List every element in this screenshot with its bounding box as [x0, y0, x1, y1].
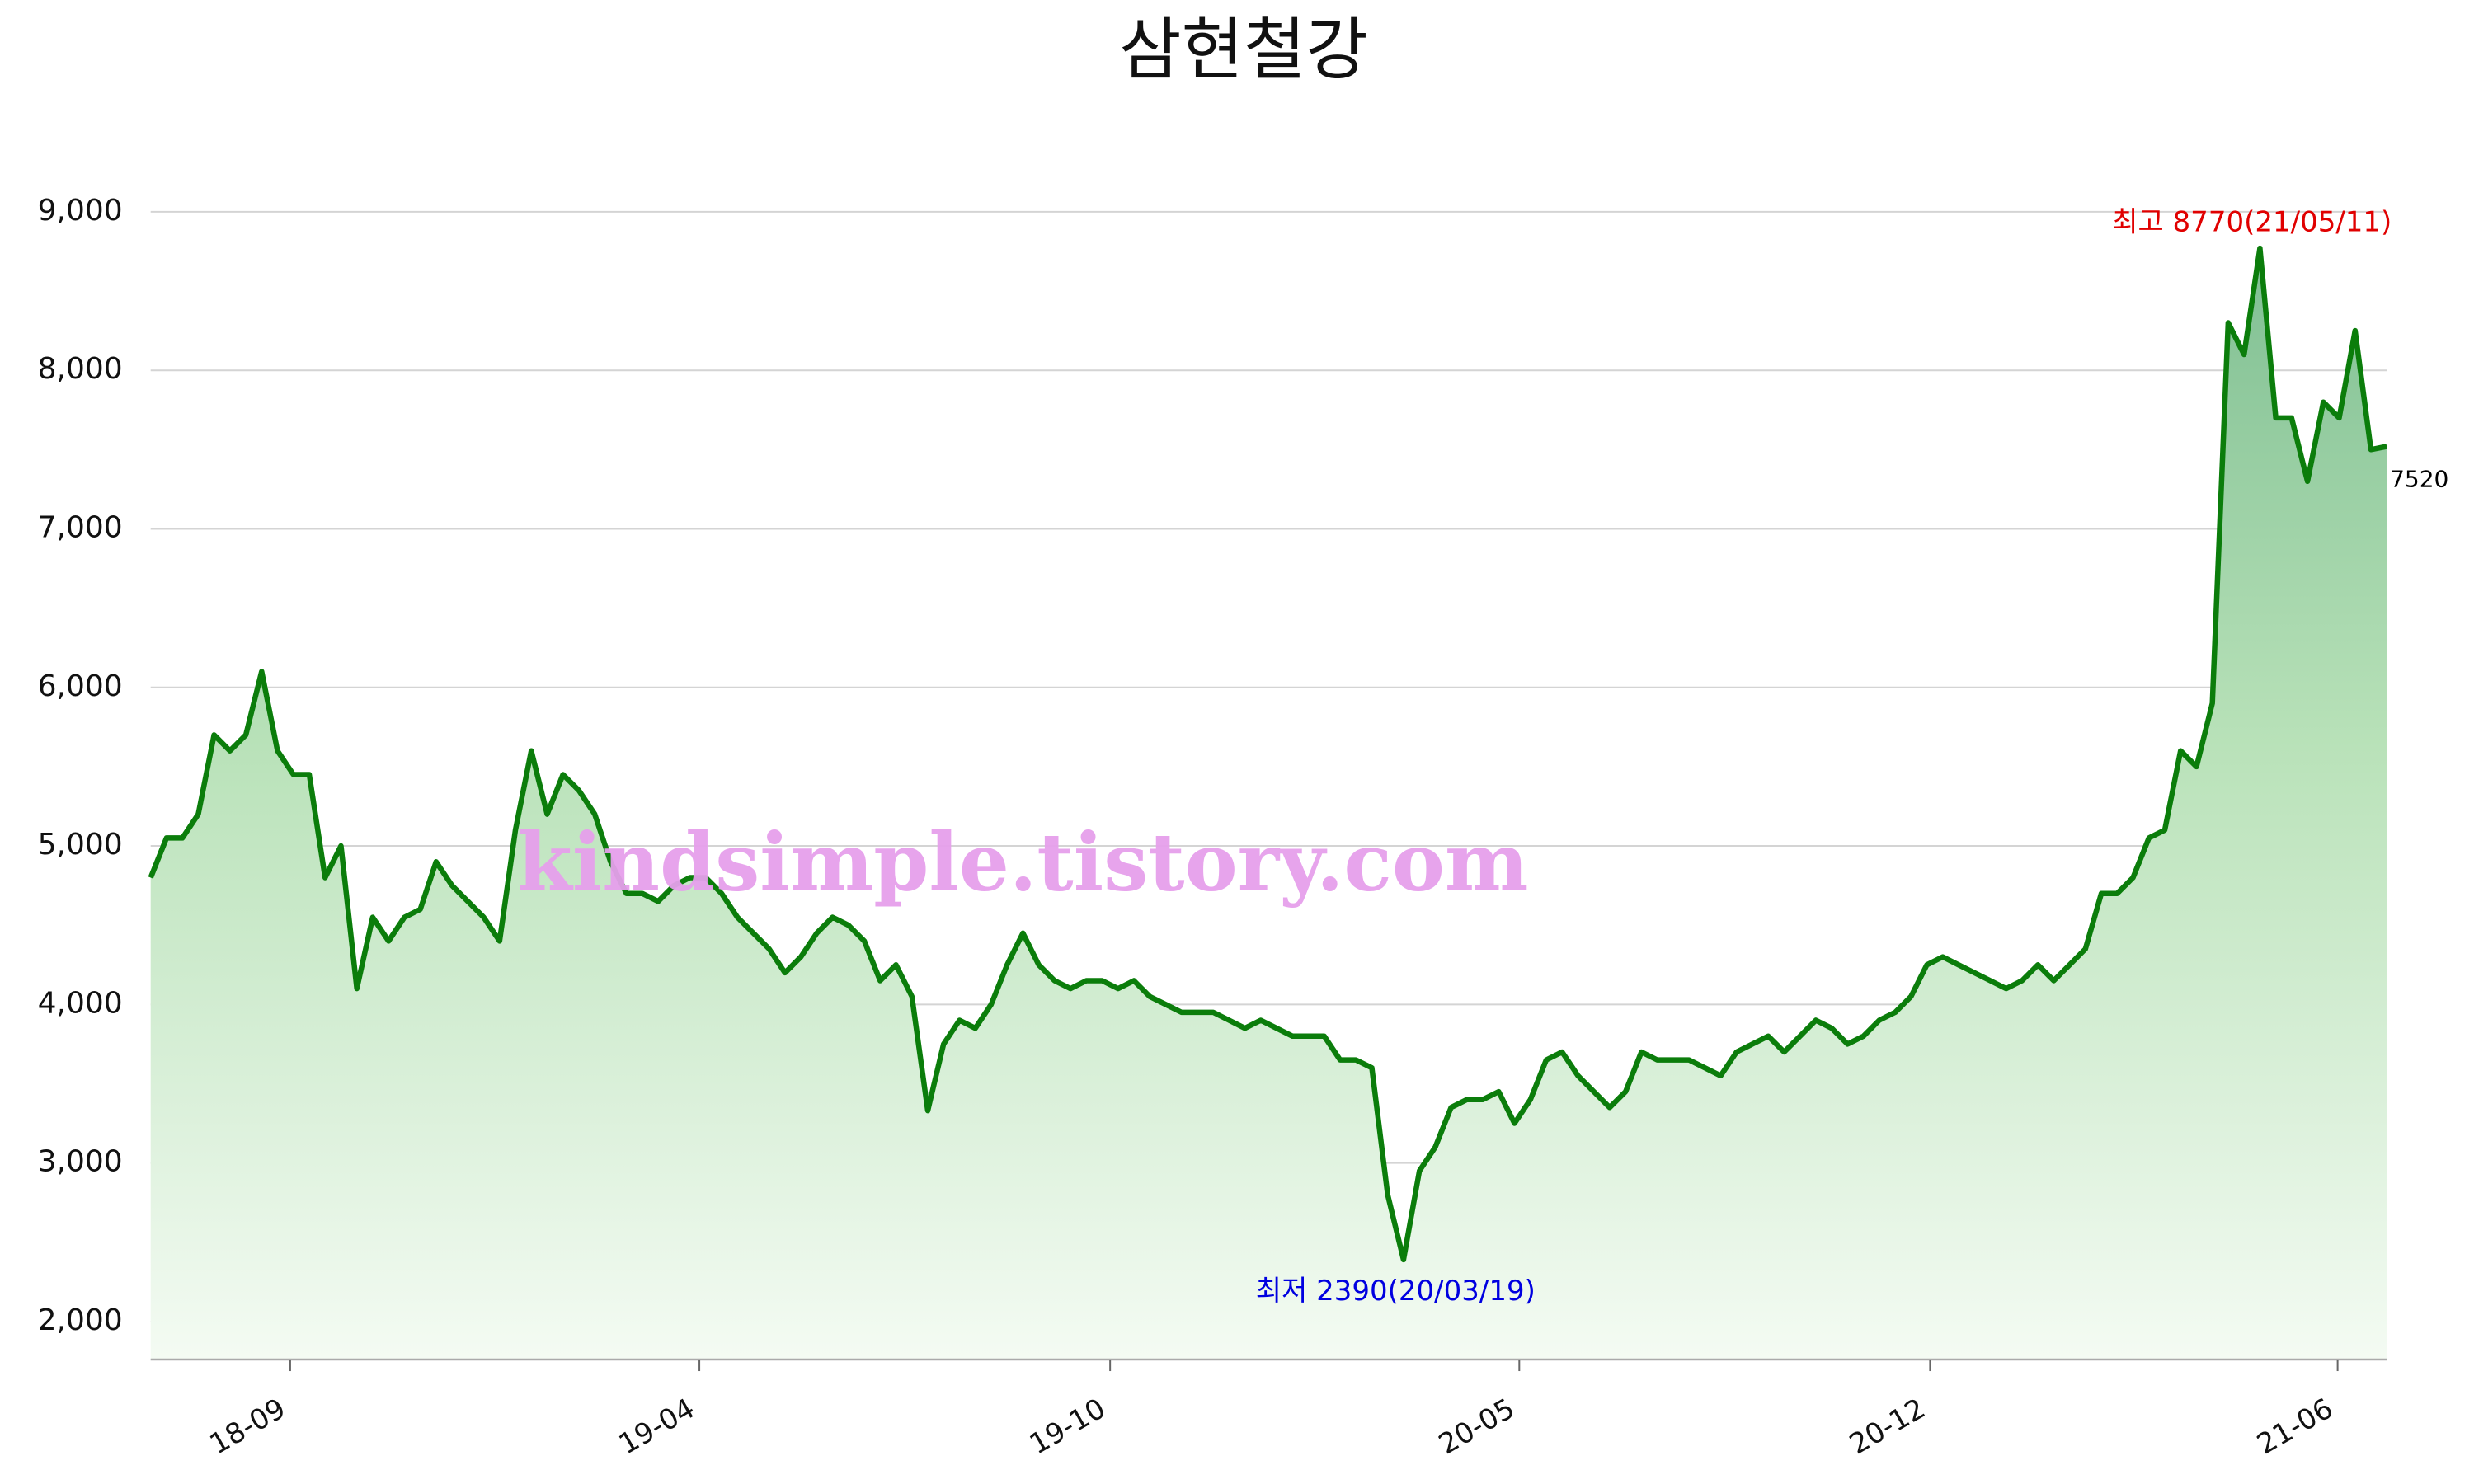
- area: [150, 248, 2387, 1360]
- y-tick-label: 6,000: [38, 669, 123, 703]
- y-tick-label: 5,000: [38, 828, 123, 862]
- chart-title: 삼현철강: [1119, 11, 1368, 89]
- y-tick-label: 9,000: [38, 194, 123, 228]
- y-tick-label: 3,000: [38, 1145, 123, 1179]
- x-tick-label: 20-05: [1433, 1392, 1521, 1461]
- annotation: 최저 2390(20/03/19): [1256, 1275, 1536, 1308]
- annotation: 최고 8770(21/05/11): [2112, 205, 2392, 238]
- x-tick-label: 19-10: [1024, 1392, 1112, 1461]
- x-tick-label: 18-09: [205, 1392, 292, 1461]
- watermark: kindsimple.tistory.com: [517, 816, 1528, 909]
- y-tick-label: 2,000: [38, 1303, 123, 1337]
- price-line: [148, 245, 2387, 1263]
- y-tick-label: 4,000: [38, 986, 123, 1020]
- annotation: 7520: [2390, 466, 2448, 493]
- x-tick-label: 20-12: [1844, 1392, 1931, 1461]
- y-tick-label: 8,000: [38, 352, 123, 386]
- x-tick-label: 19-04: [614, 1392, 701, 1461]
- y-tick-label: 7,000: [38, 510, 123, 544]
- x-tick-label: 21-06: [2251, 1392, 2339, 1461]
